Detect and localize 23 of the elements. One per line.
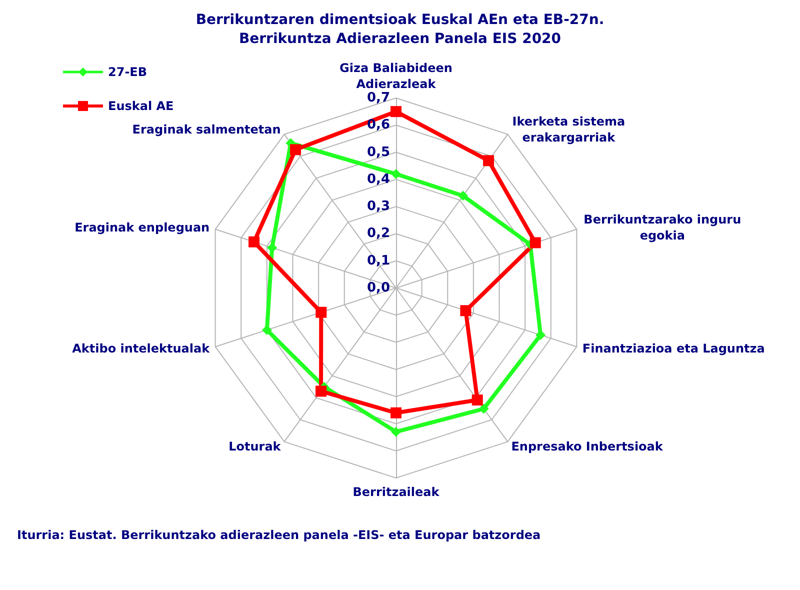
chart-title: Berrikuntzaren dimentsioak Euskal AEn eta EB-27n. — [196, 12, 604, 28]
chart-subtitle: Berrikuntza Adierazleen Panela EIS 2020 — [238, 31, 562, 47]
y-tick-label: 0,5 — [366, 144, 390, 160]
spoke-label: Eraginak salmentetan — [132, 122, 281, 136]
spoke-label: Berrikuntzarako inguru egokia — [584, 212, 742, 242]
y-tick-label: 0,6 — [366, 118, 390, 133]
spoke-label: Ikerketa sistema erakargarriak — [512, 114, 626, 144]
legend-label: 27-EB — [108, 65, 148, 79]
spoke-label: Finantziazioa eta Laguntza — [582, 342, 765, 356]
spoke-label: Aktibo intelektualak — [72, 342, 211, 356]
spoke-label: Eraginak enpleguan — [74, 220, 210, 234]
legend-label: Euskal AE — [108, 99, 174, 113]
spoke-label: Loturak — [228, 440, 282, 454]
y-tick-label: 0,3 — [366, 199, 390, 214]
y-tick-label: 0,7 — [366, 90, 390, 106]
y-tick-label: 0,1 — [366, 253, 390, 268]
spoke-label: Enpresako Inbertsioak — [511, 440, 664, 454]
spoke-label: Berritzaileak — [352, 485, 440, 499]
y-tick-label: 0,4 — [366, 172, 390, 187]
text: Iturria: Eustat. Berrikuntzako adierazleen panela -EIS- eta Europar batzordea — [17, 528, 541, 542]
y-tick-label: 0,0 — [366, 280, 390, 296]
spoke-label: Giza Baliabideen Adierazleak — [340, 61, 452, 91]
y-tick-label: 0,2 — [366, 226, 390, 242]
